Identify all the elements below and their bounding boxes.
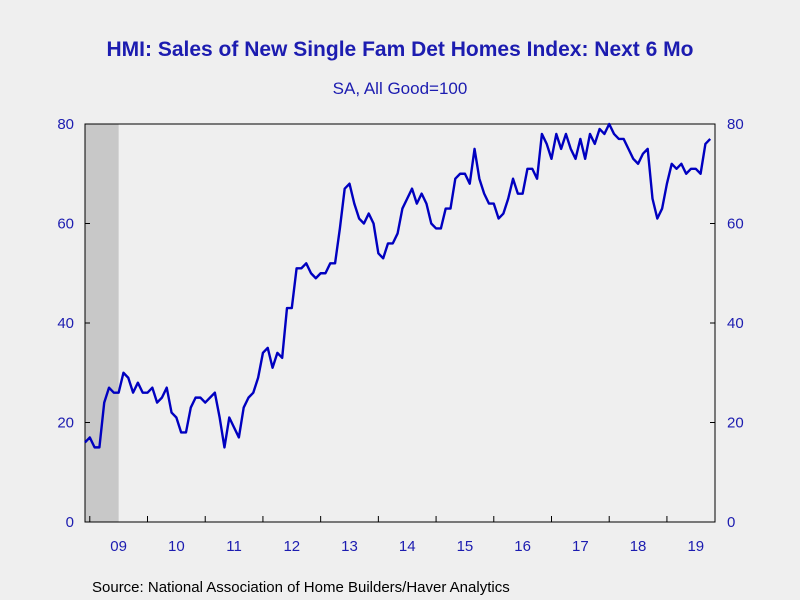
x-tick-label: 12 xyxy=(283,538,300,555)
series-line xyxy=(84,122,712,449)
y-tick-label-left: 0 xyxy=(66,514,74,531)
x-tick-label: 09 xyxy=(110,538,127,555)
y-tick-label-right: 20 xyxy=(727,415,744,432)
x-tick-label: 14 xyxy=(399,538,416,555)
y-tick-label-left: 80 xyxy=(57,116,74,133)
recession-shading xyxy=(85,124,119,522)
chart-title: HMI: Sales of New Single Fam Det Homes I… xyxy=(106,38,694,61)
x-tick-label: 17 xyxy=(572,538,589,555)
source-note: Source: National Association of Home Bui… xyxy=(92,579,510,596)
y-tick-label-right: 0 xyxy=(727,514,735,531)
plot-frame xyxy=(84,123,716,523)
x-tick-label: 19 xyxy=(687,538,704,555)
chart-subtitle: SA, All Good=100 xyxy=(332,79,468,98)
x-tick-label: 11 xyxy=(226,538,242,555)
y-tick-label-left: 40 xyxy=(57,315,74,332)
y-tick-label-left: 20 xyxy=(57,415,74,432)
x-tick-label: 10 xyxy=(168,538,185,555)
y-tick-label-right: 80 xyxy=(727,116,744,133)
x-tick-label: 13 xyxy=(341,538,358,555)
y-tick-label-right: 40 xyxy=(727,315,744,332)
x-tick-label: 15 xyxy=(457,538,474,555)
y-tick-label-right: 60 xyxy=(727,216,744,233)
y-tick-label-left: 60 xyxy=(57,216,74,233)
x-tick-label: 16 xyxy=(514,538,531,555)
x-tick-label: 18 xyxy=(630,538,647,555)
